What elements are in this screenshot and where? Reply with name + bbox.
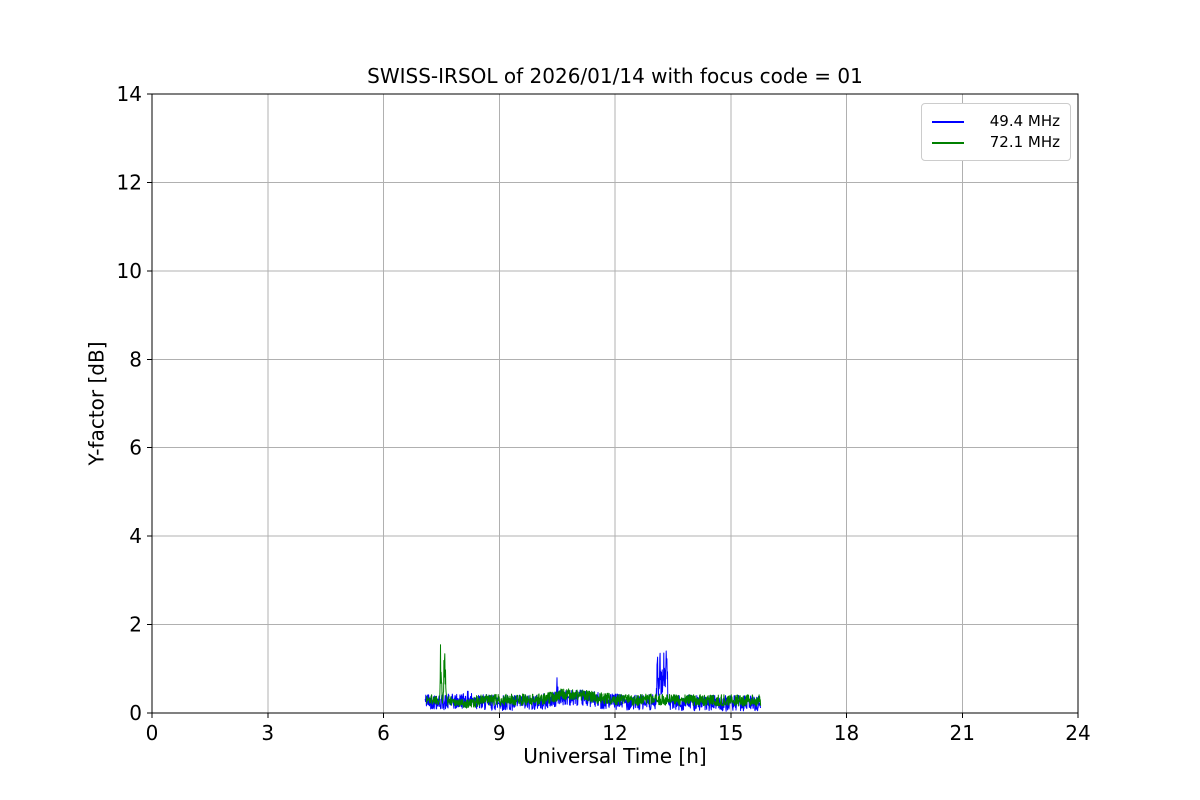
- y-axis-label: Y-factor [dB]: [84, 341, 109, 466]
- legend-item: 49.4 MHz: [932, 111, 1060, 132]
- legend: 49.4 MHz 72.1 MHz: [921, 103, 1071, 161]
- chart-title: SWISS-IRSOL of 2026/01/14 with focus cod…: [367, 64, 863, 88]
- x-tick-label: 24: [1065, 721, 1090, 745]
- series-line-1: [426, 644, 762, 709]
- y-tick-label: 10: [117, 259, 142, 283]
- x-tick-label: 0: [146, 721, 159, 745]
- y-tick-label: 6: [129, 436, 142, 460]
- y-tick-label: 4: [129, 524, 142, 548]
- x-tick-label: 12: [602, 721, 627, 745]
- x-tick-label: 6: [377, 721, 390, 745]
- x-tick-label: 18: [834, 721, 859, 745]
- x-tick-label: 9: [493, 721, 506, 745]
- legend-line-sample-blue: [932, 120, 964, 123]
- y-tick-label: 14: [117, 82, 142, 106]
- x-tick-label: 15: [718, 721, 743, 745]
- y-tick-label: 12: [117, 170, 142, 194]
- y-tick-label: 2: [129, 613, 142, 637]
- x-axis-label: Universal Time [h]: [523, 744, 707, 768]
- legend-line-sample-green: [932, 141, 964, 144]
- x-tick-label: 21: [950, 721, 975, 745]
- y-tick-label: 8: [129, 347, 142, 371]
- y-tick-label: 0: [129, 701, 142, 725]
- legend-label: 49.4 MHz: [989, 112, 1060, 130]
- legend-label: 72.1 MHz: [989, 133, 1060, 151]
- x-tick-label: 3: [261, 721, 274, 745]
- legend-item: 72.1 MHz: [932, 132, 1060, 153]
